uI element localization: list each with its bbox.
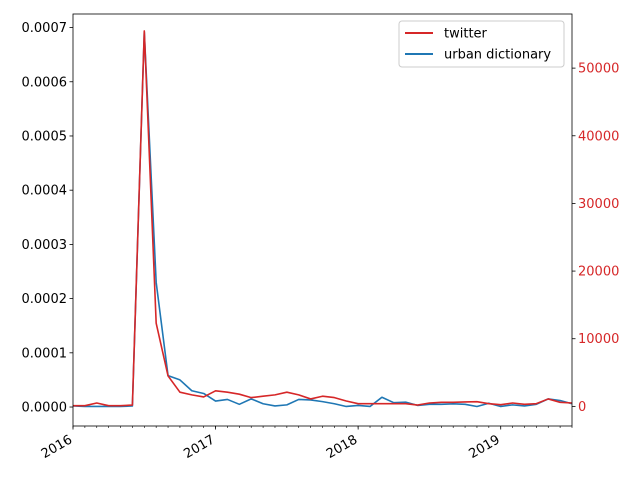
legend-label: urban dictionary [444, 48, 551, 63]
right-y-tick-label: 30000 [578, 197, 619, 212]
right-y-tick-label: 10000 [578, 332, 619, 347]
right-y-tick-label: 50000 [578, 62, 619, 77]
plot-area [73, 14, 572, 426]
legend-label: twitter [444, 27, 488, 42]
legend-box [398, 20, 565, 68]
legend: twitter urban dictionary [398, 20, 565, 68]
right-y-tick-label: 0 [578, 400, 586, 415]
left-y-tick-label: 0.0002 [22, 292, 68, 307]
right-y-tick-label: 20000 [578, 265, 619, 280]
left-y-tick-label: 0.0007 [22, 21, 68, 36]
series-layer [72, 30, 573, 408]
left-y-tick-label: 0.0001 [22, 346, 68, 361]
left-y-tick-label: 0.0004 [22, 184, 68, 199]
left-y-tick-label: 0.0000 [22, 401, 68, 416]
series-line-twitter [73, 30, 573, 407]
left-y-tick-label: 0.0003 [22, 238, 68, 253]
left-y-tick-label: 0.0006 [22, 75, 68, 90]
right-y-tick-label: 40000 [578, 129, 619, 144]
left-y-tick-label: 0.0005 [22, 129, 68, 144]
